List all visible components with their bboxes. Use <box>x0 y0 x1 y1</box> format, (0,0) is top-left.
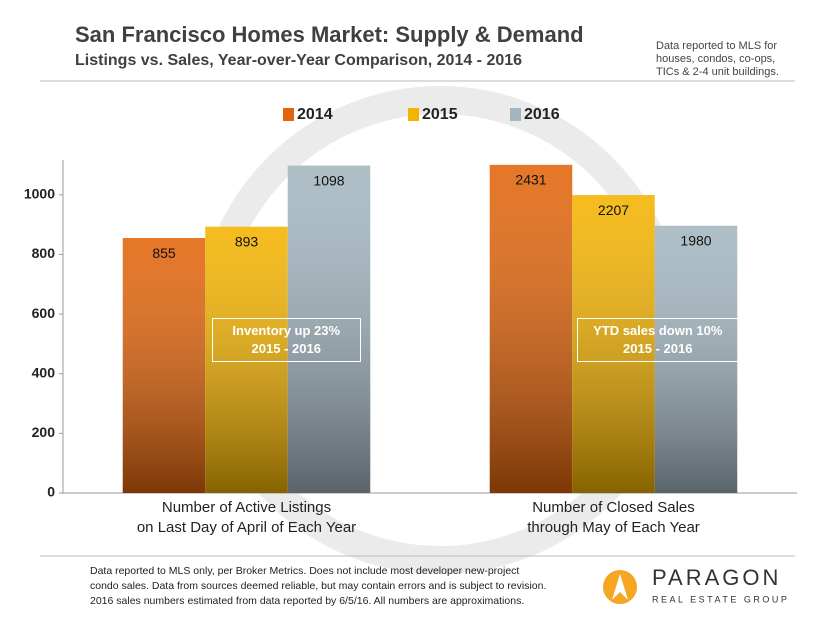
chart-title: San Francisco Homes Market: Supply & Dem… <box>75 22 584 47</box>
data-label: 2431 <box>515 172 546 188</box>
legend-swatch <box>283 108 294 121</box>
annotation: YTD sales down 10% 2015 - 2016 <box>576 318 739 362</box>
data-label: 2207 <box>598 202 629 218</box>
legend-label: 2016 <box>524 106 560 123</box>
bar-shade <box>572 195 655 494</box>
bar-shade <box>287 165 371 493</box>
data-label: 893 <box>235 233 259 249</box>
y-tick-label: 1000 <box>24 186 55 202</box>
y-tick-label: 200 <box>32 424 56 440</box>
y-tick-label: 800 <box>32 245 56 261</box>
bar-shade <box>205 226 288 493</box>
footnote: Data reported to MLS only, per Broker Me… <box>90 565 547 607</box>
legend-label: 2015 <box>422 106 458 123</box>
logo-glyph <box>612 574 628 600</box>
x-tick-label: Number of Active Listings on Last Day of… <box>136 499 357 536</box>
legend-swatch <box>408 108 419 121</box>
y-tick-label: 400 <box>32 364 56 380</box>
chart-subtitle: Listings vs. Sales, Year-over-Year Compa… <box>75 52 522 69</box>
annotation: Inventory up 23% 2015 - 2016 <box>211 318 361 362</box>
legend-label: 2014 <box>297 106 333 123</box>
bar-shade <box>489 164 573 493</box>
data-label: 1098 <box>313 172 344 188</box>
side-note: Data reported to MLS for houses, condos,… <box>656 40 779 78</box>
data-label: 855 <box>152 245 176 261</box>
x-tick-label: Number of Closed Sales through May of Ea… <box>527 499 700 536</box>
data-label: 1980 <box>680 232 711 248</box>
logo-tagline: REAL ESTATE GROUP <box>652 594 789 604</box>
bar-shade <box>122 238 206 493</box>
legend-swatch <box>510 108 521 121</box>
y-tick-label: 0 <box>47 484 55 500</box>
bar-shade <box>654 225 738 494</box>
y-tick-label: 600 <box>32 305 56 321</box>
logo-name: PARAGON <box>652 565 781 590</box>
